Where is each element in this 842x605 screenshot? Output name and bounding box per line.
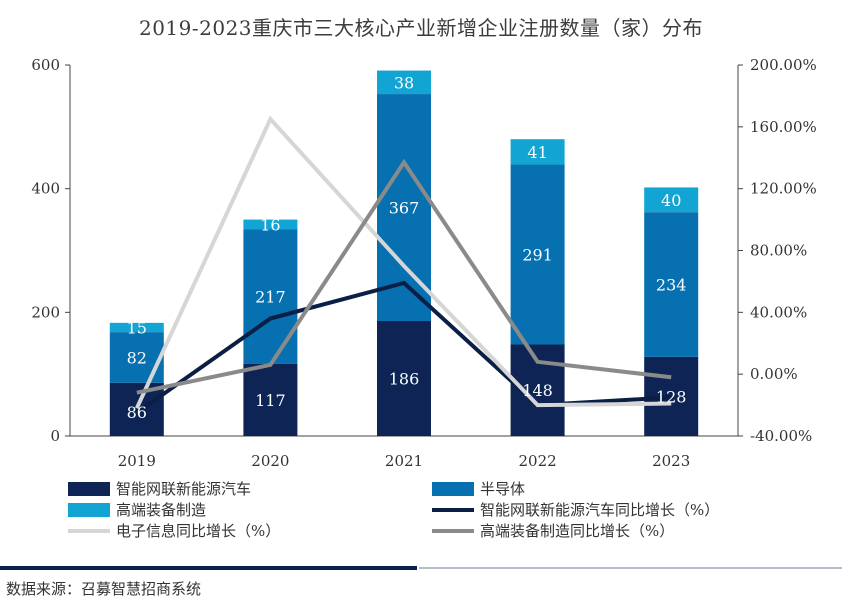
bar-value-label: 217 — [255, 288, 286, 307]
footer-divider-light — [419, 567, 842, 569]
bar-value-label: 82 — [127, 348, 147, 367]
bar-segment-semi — [510, 164, 565, 345]
y-right-tick-label: -40.00% — [750, 427, 812, 445]
bar-value-label: 186 — [389, 369, 420, 388]
legend-line-equip-growth — [432, 528, 474, 533]
legend-swatch-equip — [68, 502, 110, 517]
bar-value-label: 128 — [656, 387, 687, 406]
chart-title: 2019-2023重庆市三大核心产业新增企业注册数量（家）分布 — [138, 16, 704, 40]
bar-segment-auto — [243, 363, 298, 436]
legend-label-auto: 智能网联新能源汽车 — [116, 480, 252, 498]
bar-segment-semi — [109, 332, 164, 383]
bar-value-label: 291 — [522, 246, 553, 265]
bar-segment-equip — [109, 322, 164, 333]
bar-value-label: 367 — [389, 199, 420, 218]
y-right-tick-label: 40.00% — [750, 303, 807, 321]
x-tick-label: 2019 — [118, 452, 156, 470]
y-left-tick-label: 200 — [31, 303, 60, 321]
bar-value-label: 234 — [656, 276, 687, 295]
bar-value-label: 38 — [394, 73, 414, 92]
bar-segment-equip — [510, 139, 565, 165]
x-tick-label: 2022 — [519, 452, 557, 470]
y-right-tick-label: 120.00% — [750, 180, 817, 198]
y-left-tick-label: 600 — [31, 56, 60, 74]
x-tick-label: 2023 — [652, 452, 690, 470]
bar-segment-equip — [644, 187, 699, 213]
bar-segment-equip — [377, 70, 431, 95]
bar-value-label: 40 — [661, 191, 681, 210]
bar-value-label: 148 — [522, 381, 553, 400]
x-tick-label: 2020 — [251, 452, 289, 470]
footer-divider-dark — [0, 566, 417, 570]
legend-line-elec-growth — [68, 528, 110, 533]
legend-item-equip: 高端装备制造 — [68, 499, 206, 520]
legend-label-elec-growth: 电子信息同比增长（%） — [116, 522, 281, 540]
legend-swatch-auto — [68, 481, 110, 496]
y-right-tick-label: 200.00% — [750, 56, 817, 74]
bar-value-label: 16 — [260, 216, 280, 235]
legend-item-elec-growth: 电子信息同比增长（%） — [68, 520, 280, 541]
legend-item-semi: 半导体 — [432, 478, 525, 499]
y-right-tick-label: 0.00% — [750, 365, 798, 383]
series-line-auto_line — [135, 280, 672, 415]
source-note: 数据来源：召募智慧招商系统 — [6, 580, 202, 598]
chart-plot: 0 200 400 600 -40.00% 0.00% 40.00% 80.00% 120.00… — [31, 56, 817, 470]
y-right-tick-label: 160.00% — [750, 118, 817, 136]
legend-item-auto-growth: 智能网联新能源汽车同比增长（%） — [432, 499, 719, 520]
bar-segment-equip — [243, 219, 298, 230]
bar-value-label: 15 — [127, 318, 147, 337]
legend-item-equip-growth: 高端装备制造同比增长（%） — [432, 520, 674, 541]
bar-value-label: 86 — [127, 403, 147, 422]
y-left-tick-label: 0 — [50, 427, 60, 445]
y-right-tick-label: 80.00% — [750, 242, 807, 260]
bar-segment-semi — [644, 212, 699, 357]
series-line-elec_line — [134, 115, 672, 410]
bar-value-label: 41 — [527, 143, 547, 162]
legend-label-equip: 高端装备制造 — [116, 501, 207, 519]
legend-line-auto-growth — [432, 507, 474, 512]
bar-segment-auto — [377, 320, 431, 436]
bar-segment-semi — [243, 229, 298, 364]
legend-item-auto: 智能网联新能源汽车 — [68, 478, 251, 499]
legend-label-auto-growth: 智能网联新能源汽车同比增长（%） — [480, 501, 720, 519]
legend-label-semi: 半导体 — [480, 480, 526, 498]
legend-label-equip-growth: 高端装备制造同比增长（%） — [480, 522, 675, 540]
y-left-tick-label: 400 — [31, 180, 60, 198]
series-line-equip_line — [136, 158, 672, 395]
legend-swatch-semi — [432, 481, 474, 496]
bar-value-label: 117 — [255, 391, 286, 410]
x-tick-label: 2021 — [385, 452, 423, 470]
